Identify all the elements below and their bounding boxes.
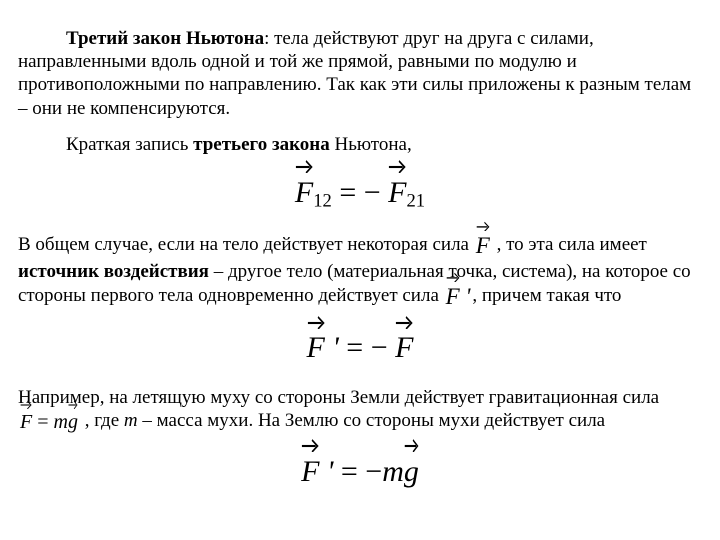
vector-arrow-icon [476,220,490,232]
p4-m: m [124,410,138,431]
eq: = − [341,455,382,488]
vec-F21: F [388,175,406,212]
inline-Fprime: F ' [444,283,473,311]
p3-b: , то эта сила имеет [492,234,647,255]
vector-arrow-icon [307,314,325,329]
F: F [446,284,460,309]
F: F [476,233,490,258]
vector-arrow-icon [388,158,406,173]
p4-a: Например, на летящую муху со стороны Зем… [18,387,659,408]
sub12: 12 [313,191,332,212]
equation-2: F ' = − F [18,330,702,367]
vec-F12: F [295,175,313,212]
paragraph-4: Например, на летящую муху со стороны Зем… [18,386,702,435]
F: F [20,411,32,433]
equation-3: F ' = −m g [18,454,702,491]
F: F [307,331,325,364]
p2-b: третьего закона [193,134,330,155]
eq: = − [346,331,387,364]
m: m [382,455,404,488]
F: F [301,455,319,488]
paragraph-2: Краткая запись третьего закона Ньютона, [18,133,702,156]
p2-a: Краткая запись [66,134,193,155]
p4-b: , где [80,410,124,431]
p1-lead: Третий закон Ньютона [66,28,264,49]
inline-F-eq-mg: F = m g [18,410,80,434]
eq: = [32,411,53,433]
p4-c: – масса мухи. На Землю со стороны мухи д… [138,410,605,431]
vector-arrow-icon [395,314,413,329]
F: F [388,176,406,209]
p3-e: , причем такая что [472,285,621,306]
vector-arrow-icon [295,158,313,173]
paragraph-3: В общем случае, если на тело действует н… [18,232,702,311]
p3-c: источник воздействия [18,261,209,282]
m: m [54,411,68,433]
inline-F: F [474,232,492,260]
prime: ' [319,455,333,488]
paragraph-1: Третий закон Ньютона: тела действуют дру… [18,27,702,120]
vector-arrow-icon [404,437,419,452]
vec-Fprime2: F [301,454,319,491]
eq: = − [339,176,380,209]
p3-a: В общем случае, если на тело действует н… [18,234,474,255]
vec-Fprime: F [307,330,325,367]
sub21: 21 [407,191,426,212]
F: F [295,176,313,209]
g: g [404,455,419,488]
F: F [395,331,413,364]
g: g [68,411,78,433]
prime: ' [325,331,339,364]
equation-1: F 12 = − F 21 [18,175,702,213]
p2-c: Ньютона, [330,134,412,155]
vector-arrow-icon [301,437,319,452]
vec-F: F [395,330,413,367]
vec-g: g [404,454,419,491]
page: Третий закон Ньютона: тела действуют дру… [0,0,720,490]
prime: ' [460,284,471,309]
